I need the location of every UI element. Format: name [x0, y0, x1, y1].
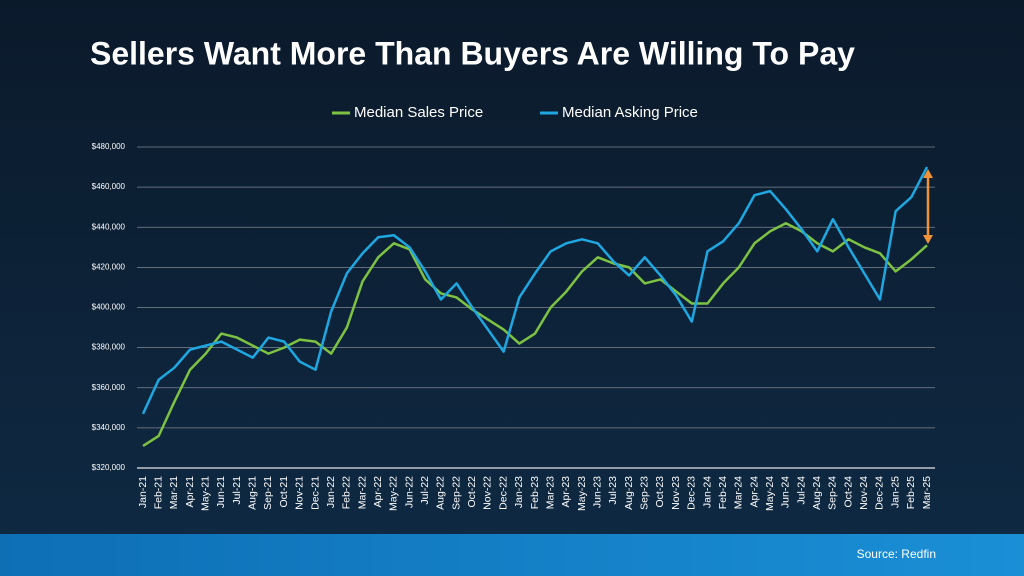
arrow-head: [923, 169, 933, 178]
source: Source: Redfin: [857, 547, 936, 561]
x-tick-label: Nov-24: [858, 476, 870, 510]
x-tick-label: Mar-22: [356, 476, 368, 509]
x-tick-label: Jan-25: [889, 476, 901, 508]
x-tick-label: Dec-23: [686, 476, 698, 510]
x-tick-label: Jun-22: [403, 476, 415, 508]
x-tick-label: Sep-22: [450, 476, 462, 510]
x-tick-label: May-24: [764, 476, 776, 511]
x-tick-label: Oct-24: [842, 476, 854, 508]
x-tick-label: Jul-23: [607, 476, 619, 505]
y-tick-label: $340,000: [92, 423, 126, 432]
x-tick-label: Mar-21: [168, 476, 180, 509]
x-tick-label: Dec-22: [497, 476, 509, 510]
y-tick-label: $440,000: [92, 222, 126, 231]
x-tick-label: Aug-21: [247, 476, 259, 510]
x-tick-label: Jan-22: [325, 476, 337, 508]
x-tick-label: Mar-23: [544, 476, 556, 509]
x-tick-label: Feb-23: [529, 476, 541, 509]
y-tick-label: $320,000: [92, 463, 126, 472]
x-tick-label: Jul-24: [795, 476, 807, 505]
x-tick-label: May-22: [388, 476, 400, 511]
line-series: [142, 221, 928, 447]
x-tick-label: Aug-23: [623, 476, 635, 510]
x-tick-label: Feb-21: [152, 476, 164, 509]
x-tick-label: Sep-23: [639, 476, 651, 510]
x-tick-label: Feb-24: [717, 476, 729, 509]
x-tick-label: Jul-21: [231, 476, 243, 505]
y-tick-label: $420,000: [92, 262, 126, 271]
x-tick-label: Mar-25: [921, 476, 933, 509]
x-tick-label: Apr-23: [560, 476, 572, 508]
y-tick-label: $480,000: [92, 142, 126, 151]
x-tick-label: Feb-22: [341, 476, 353, 509]
x-tick-label: Mar-24: [733, 476, 745, 509]
x-tick-label: Sep-24: [827, 476, 839, 510]
x-tick-label: May-23: [576, 476, 588, 511]
x-tick-label: Jun-24: [780, 476, 792, 508]
x-tick-label: Apr-21: [184, 476, 196, 508]
x-tick-label: Apr-22: [372, 476, 384, 508]
x-tick-label: Aug-24: [811, 476, 823, 510]
x-tick-label: Feb-25: [905, 476, 917, 509]
y-tick-label: $400,000: [92, 303, 126, 312]
y-tick-label: $460,000: [92, 182, 126, 191]
x-tick-label: Oct-22: [466, 476, 478, 508]
x-tick-label: Dec-21: [309, 476, 321, 510]
x-tick-label: Nov-21: [294, 476, 306, 510]
x-tick-label: Jan-24: [701, 476, 713, 508]
x-tick-label: Jun-23: [592, 476, 604, 508]
legend-label: Median Asking Price: [562, 104, 698, 121]
x-tick-label: Apr-24: [748, 476, 760, 508]
arrow-head: [923, 235, 933, 244]
line-series: [141, 166, 929, 415]
x-tick-label: May-21: [200, 476, 212, 511]
x-tick-label: Jan-21: [137, 476, 149, 508]
x-tick-label: Oct-21: [278, 476, 290, 508]
y-tick-label: $360,000: [92, 383, 126, 392]
x-tick-label: Jun-21: [215, 476, 227, 508]
x-tick-label: Oct-23: [654, 476, 666, 508]
legend-label: Median Sales Price: [354, 104, 483, 121]
x-tick-label: Dec-24: [874, 476, 886, 510]
y-tick-label: $380,000: [92, 343, 126, 352]
x-tick-label: Jul-22: [419, 476, 431, 505]
footer-strip: [0, 534, 1024, 576]
x-tick-label: Sep-21: [262, 476, 274, 510]
x-tick-label: Nov-23: [670, 476, 682, 510]
x-tick-label: Nov-22: [482, 476, 494, 510]
x-tick-label: Jan-23: [513, 476, 525, 508]
x-tick-label: Aug-22: [435, 476, 447, 510]
chart-title: Sellers Want More Than Buyers Are Willin…: [90, 35, 855, 71]
gap-arrow: [923, 169, 933, 244]
